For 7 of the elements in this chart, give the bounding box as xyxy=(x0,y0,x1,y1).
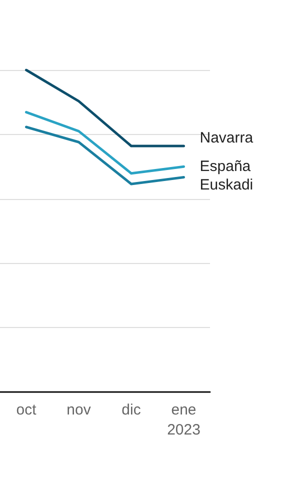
x-tick-label: ene 2023 xyxy=(167,402,200,438)
x-tick-label: dic xyxy=(122,402,142,418)
series-label: Euskadi xyxy=(200,176,254,194)
series-label: Navarra xyxy=(200,129,254,146)
x-tick-label: nov xyxy=(66,402,92,418)
series-label: España xyxy=(200,158,252,176)
x-tick-label: oct xyxy=(16,402,38,418)
